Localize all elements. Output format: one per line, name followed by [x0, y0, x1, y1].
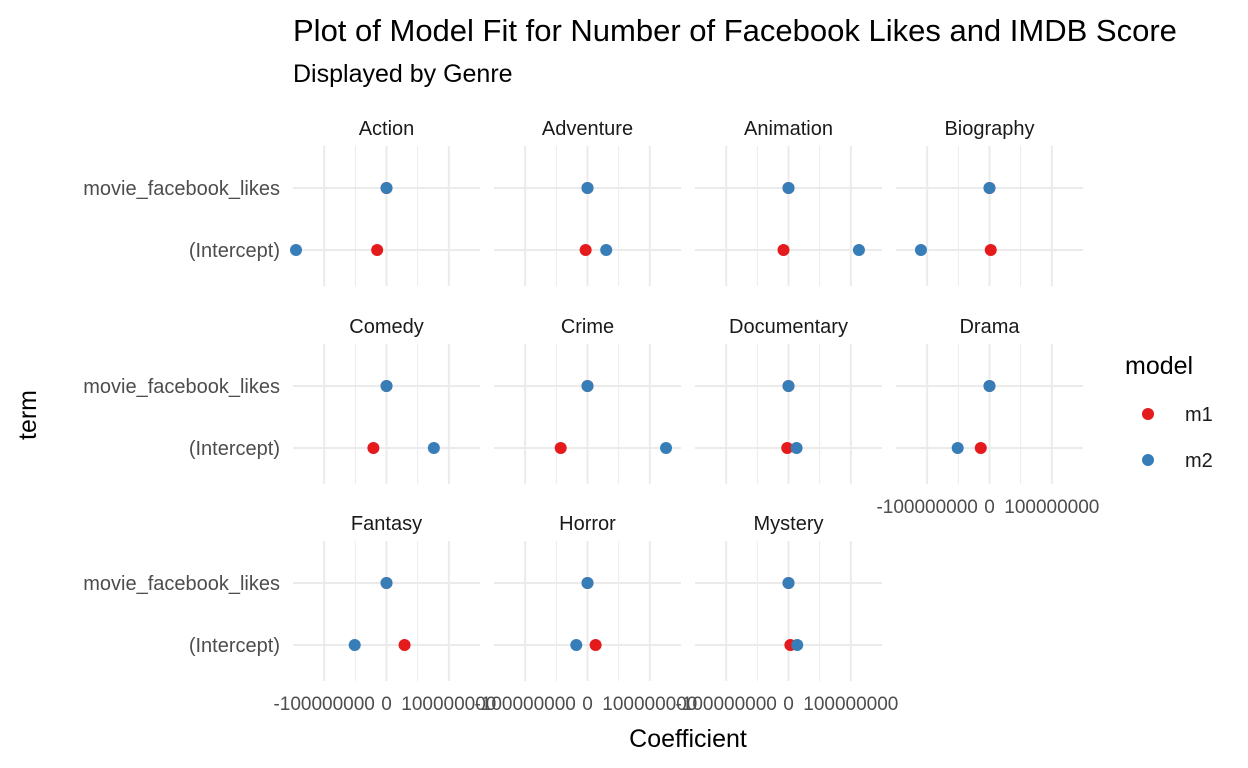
facet-label-drama: Drama	[959, 316, 1020, 338]
point-m2-intercept	[290, 244, 302, 256]
term-label-intercept: (Intercept)	[189, 635, 280, 657]
point-m1-intercept	[589, 639, 602, 651]
point-m2-movie-facebook-likes	[380, 577, 393, 589]
x-tick-label: -100000000	[273, 694, 374, 715]
facet-label-adventure: Adventure	[542, 118, 633, 140]
point-m1-intercept	[984, 244, 997, 256]
x-tick-label: -100000000	[474, 694, 575, 715]
x-tick-label: 100000000	[401, 694, 496, 715]
point-m2-movie-facebook-likes	[581, 380, 594, 392]
point-m2-intercept	[951, 442, 964, 454]
facet-panel-documentary: Documentary	[695, 316, 882, 484]
legend-swatch-m1	[1142, 408, 1154, 420]
x-tick-label: 100000000	[1004, 497, 1099, 518]
point-m2-intercept	[852, 244, 865, 256]
facet-label-animation: Animation	[744, 118, 833, 140]
point-m1-intercept	[777, 244, 790, 256]
point-m2-movie-facebook-likes	[782, 577, 795, 589]
x-axis-title: Coefficient	[629, 725, 747, 753]
x-tick-label: -100000000	[675, 694, 776, 715]
term-label-movie-facebook-likes: movie_facebook_likes	[83, 376, 280, 398]
facet-label-horror: Horror	[559, 513, 616, 535]
x-tick-label: -100000000	[876, 497, 977, 518]
point-m2-intercept	[914, 244, 927, 256]
point-m2-intercept	[790, 442, 803, 454]
facet-panel-crime: Crime	[494, 316, 681, 484]
x-tick-label: 0	[984, 497, 995, 518]
facet-panel-drama: Drama -100000000 0 100000000	[876, 316, 1099, 518]
point-m2-intercept	[570, 639, 583, 651]
facet-panel-biography: Biography	[896, 118, 1083, 286]
point-m2-intercept	[348, 639, 361, 651]
chart-subtitle: Displayed by Genre	[293, 60, 513, 88]
x-tick-label: 0	[783, 694, 794, 715]
point-m2-movie-facebook-likes	[380, 182, 393, 194]
chart-title: Plot of Model Fit for Number of Facebook…	[293, 13, 1177, 48]
facet-label-mystery: Mystery	[754, 513, 824, 535]
point-m2-intercept	[660, 442, 673, 454]
facet-panel-mystery: Mystery -100000000 0 100000000	[675, 513, 898, 715]
point-m2-movie-facebook-likes	[380, 380, 393, 392]
point-m1-intercept	[554, 442, 567, 454]
point-m1-intercept	[398, 639, 411, 651]
point-m1-intercept	[579, 244, 592, 256]
legend-title: model	[1125, 352, 1193, 380]
point-m2-intercept	[427, 442, 440, 454]
facet-panel-horror: Horror -100000000 0 100000000	[474, 513, 697, 715]
facet-label-crime: Crime	[561, 316, 614, 338]
point-m2-movie-facebook-likes	[581, 577, 594, 589]
legend: model m1 m2	[1125, 352, 1213, 472]
facet-label-comedy: Comedy	[349, 316, 423, 338]
legend-swatch-m2	[1142, 454, 1154, 466]
point-m2-movie-facebook-likes	[983, 380, 996, 392]
y-axis-title: term	[14, 390, 42, 440]
point-m2-movie-facebook-likes	[782, 380, 795, 392]
point-m1-intercept	[974, 442, 987, 454]
legend-label-m2: m2	[1185, 450, 1213, 472]
point-m2-intercept	[600, 244, 613, 256]
facet-panels: Action movie_facebook_likes (Intercept) Adv…	[83, 118, 1099, 715]
term-label-movie-facebook-likes: movie_facebook_likes	[83, 573, 280, 595]
point-m2-movie-facebook-likes	[782, 182, 795, 194]
term-label-intercept: (Intercept)	[189, 438, 280, 460]
term-label-intercept: (Intercept)	[189, 240, 280, 262]
point-m2-movie-facebook-likes	[983, 182, 996, 194]
point-m1-intercept	[371, 244, 384, 256]
facet-panel-adventure: Adventure	[494, 118, 681, 286]
facet-label-fantasy: Fantasy	[351, 513, 422, 535]
x-tick-label: 0	[582, 694, 593, 715]
x-tick-label: 100000000	[803, 694, 898, 715]
point-m2-intercept	[791, 639, 804, 651]
term-label-movie-facebook-likes: movie_facebook_likes	[83, 178, 280, 200]
facet-panel-fantasy: Fantasy movie_facebook_likes (Intercept) -1…	[83, 513, 496, 715]
facet-panel-comedy: Comedy movie_facebook_likes (Intercept)	[83, 316, 480, 484]
point-m1-intercept	[367, 442, 380, 454]
facet-label-action: Action	[359, 118, 415, 140]
point-m1-intercept	[781, 442, 794, 454]
x-tick-label: 100000000	[602, 694, 697, 715]
legend-label-m1: m1	[1185, 404, 1213, 426]
facet-panel-action: Action movie_facebook_likes (Intercept)	[83, 118, 480, 286]
facet-label-documentary: Documentary	[729, 316, 848, 338]
facet-label-biography: Biography	[944, 118, 1034, 140]
x-tick-label: 0	[381, 694, 392, 715]
point-m2-movie-facebook-likes	[581, 182, 594, 194]
facet-panel-animation: Animation	[695, 118, 882, 286]
